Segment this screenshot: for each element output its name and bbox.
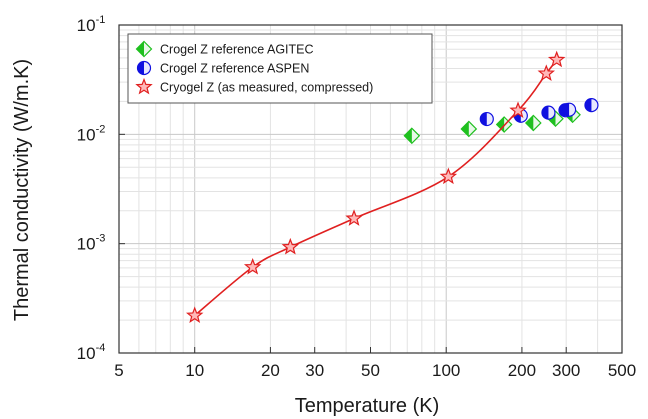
x-tick-label: 10 — [185, 361, 204, 380]
x-tick-label: 5 — [114, 361, 123, 380]
data-point-star — [345, 209, 363, 226]
data-point-star — [509, 101, 527, 118]
data-point-star — [243, 257, 262, 275]
series-group — [479, 98, 599, 127]
x-tick-label: 300 — [552, 361, 580, 380]
data-point-circle — [541, 105, 556, 120]
data-point-star — [281, 237, 300, 255]
legend-label: Crogel Z reference ASPEN — [160, 62, 309, 76]
x-tick-label: 500 — [608, 361, 636, 380]
data-point-diamond — [403, 127, 421, 145]
x-tick-label: 200 — [508, 361, 536, 380]
data-point-diamond — [460, 120, 478, 138]
data-point-circle — [584, 98, 599, 113]
x-tick-label: 100 — [432, 361, 460, 380]
data-point-star — [537, 64, 556, 81]
legend-box — [127, 33, 433, 104]
legend-label: Crogel Z reference AGITEC — [160, 43, 314, 57]
y-tick-label: 10-2 — [77, 123, 106, 144]
data-point-star — [185, 306, 204, 323]
data-point-star — [135, 77, 153, 95]
data-point-circle — [561, 102, 577, 117]
legend-label: Cryogel Z (as measured, compressed) — [160, 81, 373, 95]
x-tick-label: 30 — [305, 361, 324, 380]
axes: 5 10 20 30 50 100 200 300 500 10-1 10-2 10-3 10-4 — [77, 14, 637, 380]
x-tick-label: 20 — [261, 361, 280, 380]
y-axis-title: Thermal conductivity (W/m.K) — [11, 59, 33, 321]
series-group — [185, 50, 566, 323]
data-point-diamond — [135, 40, 153, 58]
data-point-circle — [136, 60, 152, 76]
data-point-star — [439, 167, 458, 185]
x-tick-label: 50 — [361, 361, 380, 380]
y-tick-label: 10-4 — [77, 342, 106, 363]
y-tick-label: 10-3 — [77, 233, 106, 254]
x-axis-title: Temperature (K) — [295, 395, 440, 417]
y-tick-label: 10-1 — [77, 14, 106, 35]
data-point-diamond — [524, 114, 542, 132]
data-point-star — [547, 50, 566, 68]
data-series — [185, 50, 599, 323]
legend: Crogel Z reference AGITEC Crogel Z refere… — [127, 33, 433, 104]
data-point-circle — [479, 111, 494, 127]
